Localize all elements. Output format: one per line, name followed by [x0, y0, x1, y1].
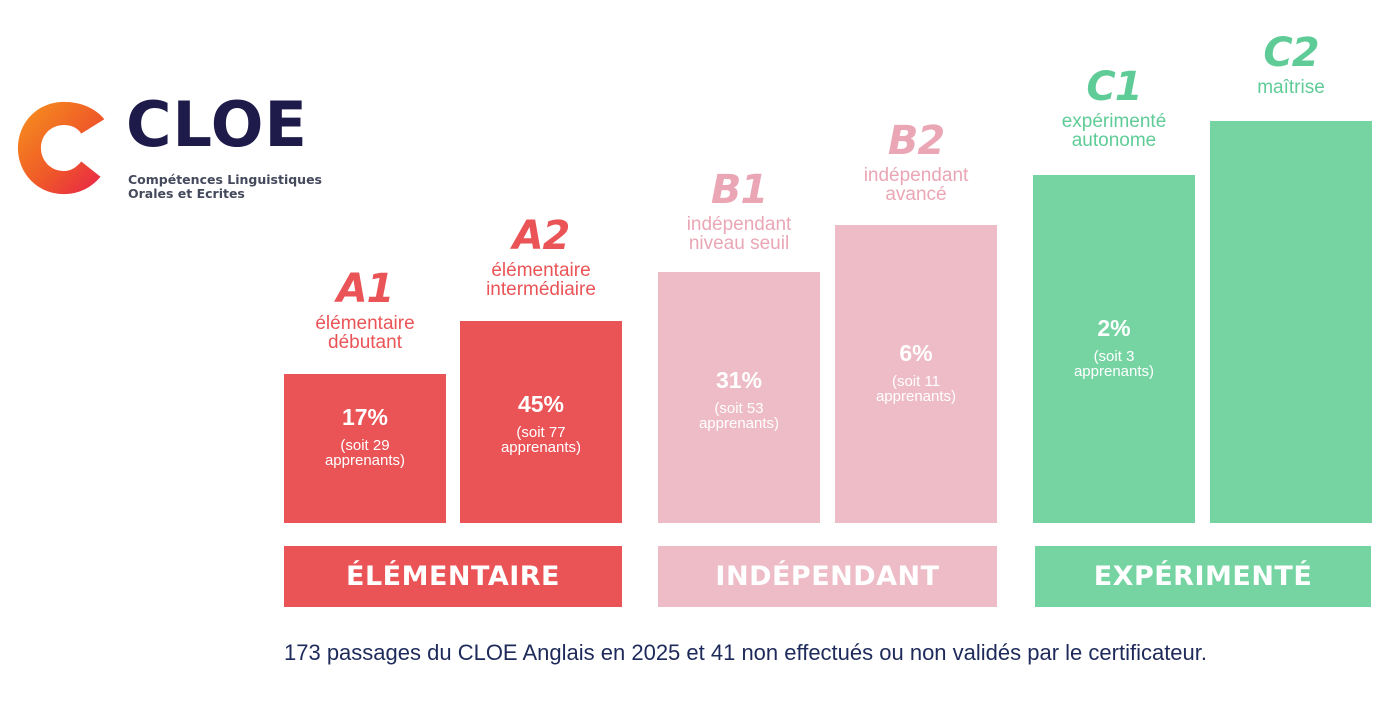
level-description: indépendant niveau seuil: [658, 214, 820, 254]
bar-percentage: 2%: [1097, 315, 1131, 341]
bar-learner-count: (soit 77 apprenants): [460, 423, 622, 457]
level-code: A2: [512, 213, 571, 259]
bar-a1: 17% (soit 29 apprenants): [284, 374, 446, 523]
level-description: élémentaire débutant: [284, 313, 446, 353]
level-description-line1: élémentaire: [491, 260, 591, 281]
logo-subtitle-line2: Orales et Ecrites: [128, 186, 245, 202]
bar-value: 45% (soit 77 apprenants): [460, 391, 622, 456]
level-description-line1: expérimenté: [1061, 111, 1167, 132]
level-description-line2: intermédiaire: [486, 278, 596, 300]
level-label-a1: A1 élémentaire débutant: [284, 269, 446, 352]
bar-learner-count-line2: apprenants): [1073, 363, 1155, 381]
bar-learner-count-line2: apprenants): [698, 415, 780, 433]
bar-percentage: 45%: [517, 391, 565, 417]
bar-c2: [1210, 121, 1372, 523]
level-code: C2: [1263, 30, 1319, 76]
bar-percentage: 17%: [341, 404, 389, 430]
level-description: élémentaire intermédiaire: [460, 260, 622, 300]
bar-learner-count: (soit 29 apprenants): [284, 436, 446, 470]
group-banner-independent: INDÉPENDANT: [658, 546, 997, 607]
level-code: B2: [887, 118, 945, 164]
bar-percentage: 6%: [899, 340, 933, 366]
bar-learner-count-line2: apprenants): [324, 452, 406, 470]
level-description-line2: débutant: [328, 331, 402, 353]
bar-value: 6% (soit 11 apprenants): [835, 340, 997, 405]
level-code: B1: [710, 167, 768, 213]
group-banner-experienced: EXPÉRIMENTÉ: [1035, 546, 1371, 607]
level-description-line1: maîtrise: [1257, 77, 1325, 98]
bar-learner-count-line2: apprenants): [500, 439, 582, 457]
level-description-line2: niveau seuil: [688, 232, 790, 254]
level-description-line2: autonome: [1071, 129, 1157, 151]
level-label-c1: C1 expérimenté autonome: [1033, 67, 1195, 150]
level-label-a2: A2 élémentaire intermédiaire: [460, 216, 622, 299]
bar-learner-count: (soit 11 apprenants): [835, 372, 997, 406]
bar-c1: 2% (soit 3 apprenants): [1033, 175, 1195, 523]
bar-learner-count: (soit 3 apprenants): [1033, 347, 1195, 381]
bar-learner-count-line2: apprenants): [875, 388, 957, 406]
level-label-b2: B2 indépendant avancé: [835, 121, 997, 204]
bar-value: 31% (soit 53 apprenants): [658, 367, 820, 432]
logo-subtitle-line1: Compétences Linguistiques: [128, 172, 322, 187]
level-label-b1: B1 indépendant niveau seuil: [658, 170, 820, 253]
bar-b2: 6% (soit 11 apprenants): [835, 225, 997, 523]
group-banner-elementary: ÉLÉMENTAIRE: [284, 546, 622, 607]
bar-learner-count-line1: (soit 53: [714, 399, 764, 417]
footnote: 173 passages du CLOE Anglais en 2025 et …: [284, 640, 1208, 665]
cloe-logo-mark-icon: [17, 101, 105, 195]
level-label-c2: C2 maîtrise: [1210, 33, 1372, 98]
bar-learner-count-line1: (soit 29: [340, 436, 390, 454]
bar-b1: 31% (soit 53 apprenants): [658, 272, 820, 523]
level-description-line1: indépendant: [863, 165, 969, 186]
logo-subtitle: Compétences Linguistiques Orales et Ecri…: [128, 172, 368, 202]
level-description: indépendant avancé: [835, 165, 997, 205]
level-description: maîtrise: [1210, 77, 1372, 98]
bar-learner-count-line1: (soit 11: [891, 372, 941, 390]
bar-learner-count-line1: (soit 77: [516, 423, 566, 441]
bar-percentage: 31%: [715, 367, 763, 393]
level-description-line2: avancé: [885, 183, 947, 205]
logo-wordmark: CLOE: [126, 88, 308, 161]
bar-value: 2% (soit 3 apprenants): [1033, 315, 1195, 380]
level-code: A1: [336, 266, 395, 312]
level-code: C1: [1086, 64, 1142, 110]
level-description-line1: indépendant: [686, 214, 792, 235]
level-description-line1: élémentaire: [315, 313, 415, 334]
bar-learner-count: (soit 53 apprenants): [658, 399, 820, 433]
bar-value: 17% (soit 29 apprenants): [284, 404, 446, 469]
bar-learner-count-line1: (soit 3: [1093, 347, 1135, 365]
cloe-logo: CLOE Compétences Linguistiques Orales et…: [16, 94, 346, 210]
level-description: expérimenté autonome: [1033, 111, 1195, 151]
bar-a2: 45% (soit 77 apprenants): [460, 321, 622, 523]
